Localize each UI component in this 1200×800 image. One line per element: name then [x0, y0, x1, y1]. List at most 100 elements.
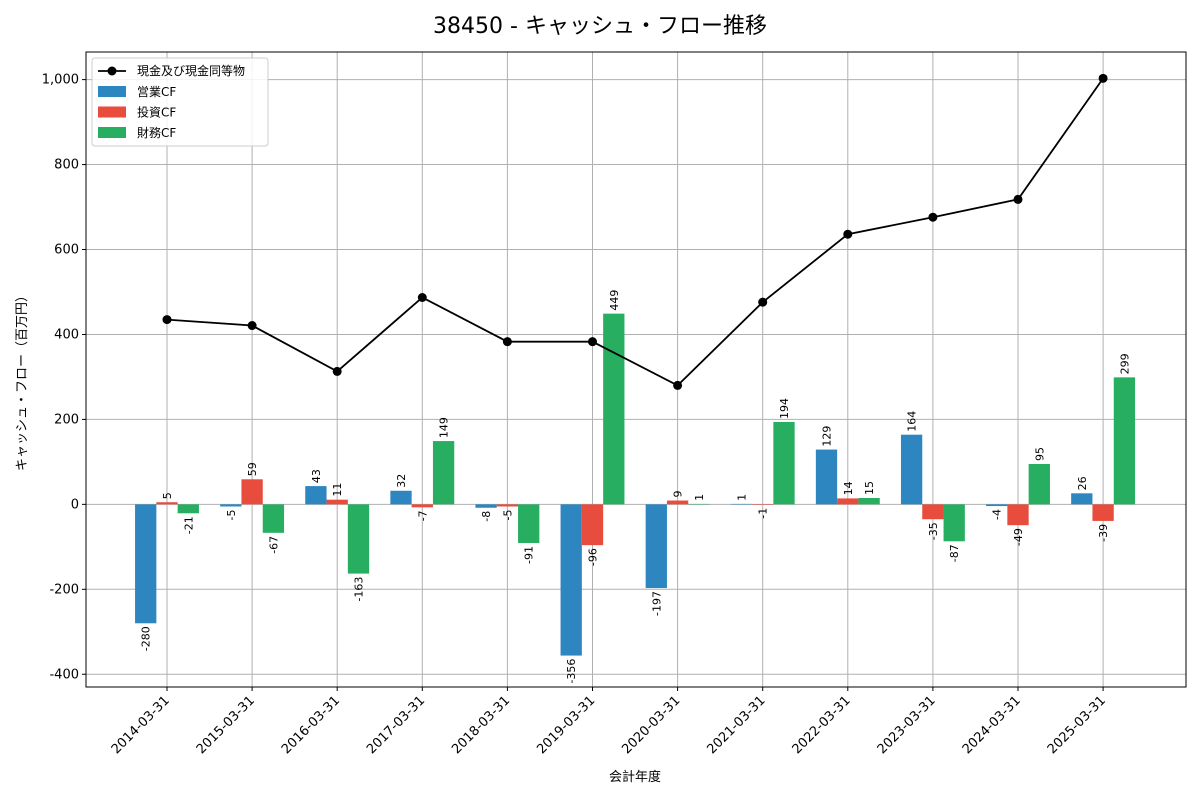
bar-営業CF: [475, 504, 497, 508]
bar-営業CF: [220, 504, 242, 507]
bar-財務CF: [688, 503, 710, 505]
x-tick-label: 2020-03-31: [619, 693, 683, 757]
cash-line-point: [332, 366, 342, 376]
bar-営業CF: [390, 490, 412, 505]
x-axis-label: 会計年度: [609, 769, 661, 785]
y-tick-label: 800: [54, 158, 79, 173]
y-tick-label: 600: [54, 243, 79, 258]
bar-label: 1: [693, 494, 706, 501]
bar-label: -4: [991, 509, 1004, 520]
bar-label: 59: [246, 462, 259, 476]
bar-label: -35: [927, 522, 940, 540]
bar-営業CF: [560, 504, 582, 656]
x-tick-label: 2019-03-31: [534, 693, 598, 757]
bar-財務CF: [773, 421, 795, 505]
x-tick-label: 2024-03-31: [960, 693, 1024, 757]
bar-label: -96: [587, 548, 600, 566]
cash-line-point: [247, 321, 257, 331]
grid: [86, 52, 1186, 687]
bar-label: 194: [778, 398, 791, 419]
legend-swatch-営業CF: [98, 86, 126, 97]
legend-box: [91, 57, 269, 147]
bar-営業CF: [815, 449, 838, 505]
bar-label: -87: [948, 544, 961, 562]
chart-title: 38450 - キャッシュ・フロー推移: [433, 14, 767, 39]
cash-line-point: [1098, 73, 1108, 83]
bar-投資CF: [752, 504, 774, 505]
bar-投資CF: [326, 499, 348, 505]
bar-label: -7: [416, 510, 429, 521]
bar-営業CF: [900, 434, 923, 505]
bar-営業CF: [305, 486, 327, 505]
bar-営業CF: [645, 504, 667, 589]
bar-label: 11: [331, 483, 344, 497]
x-tick-label: 2023-03-31: [875, 693, 939, 757]
bars: [135, 313, 1136, 656]
y-tick-label: -400: [49, 667, 79, 682]
bar-label: 299: [1118, 353, 1131, 374]
bar-財務CF: [518, 504, 540, 544]
plot-frame: [85, 51, 1187, 688]
cash-line-point: [502, 337, 512, 347]
y-tick-label: 400: [54, 327, 79, 342]
x-tick-label: 2025-03-31: [1045, 693, 1109, 757]
x-tick-label: 2022-03-31: [790, 693, 854, 757]
bar-財務CF: [347, 504, 370, 574]
bar-label: 43: [310, 469, 323, 483]
bar-label: 26: [1076, 476, 1089, 490]
bar-投資CF: [156, 502, 178, 505]
bar-投資CF: [581, 504, 604, 546]
bar-営業CF: [986, 504, 1008, 507]
bar-label: 1: [735, 494, 748, 501]
cash-line-point: [588, 337, 597, 347]
bar-label: -356: [565, 659, 578, 684]
x-tick-label: 2015-03-31: [194, 693, 258, 757]
x-tick-label: 2014-03-31: [109, 693, 173, 757]
bar-label: 14: [842, 481, 855, 495]
bar-営業CF: [1071, 493, 1093, 505]
bar-投資CF: [922, 504, 944, 520]
y-tick-label: 1,000: [42, 73, 79, 88]
cash-line-point: [758, 297, 768, 307]
bar-財務CF: [1028, 464, 1050, 505]
bar-labels: -280 -5 43 32 -8 -356 -197 1 129 164 -4 26 5 59 11 -7 -5…: [140, 290, 1132, 684]
bar-財務CF: [432, 441, 455, 505]
bar-財務CF: [177, 504, 199, 514]
cash-line-path: [166, 77, 1104, 387]
bar-label: 9: [672, 491, 685, 498]
x-tick-label: 2017-03-31: [364, 693, 428, 757]
bar-label: -67: [267, 536, 280, 554]
legend-label: 営業CF: [137, 85, 176, 99]
bar-営業CF: [730, 503, 753, 505]
bar-label: -21: [182, 516, 195, 534]
bar-label: 32: [395, 474, 408, 488]
cash-line-point: [162, 315, 172, 325]
bar-label: 5: [161, 492, 174, 499]
bar-label: -8: [480, 511, 493, 522]
bar-label: 15: [863, 481, 876, 495]
y-tick-label: 200: [54, 412, 79, 427]
x-tick-label: 2021-03-31: [704, 693, 768, 757]
cash-line: [162, 73, 1108, 390]
bar-財務CF: [943, 504, 965, 542]
bar-投資CF: [411, 504, 433, 508]
cash-line-point: [673, 380, 683, 390]
bar-投資CF: [1092, 504, 1114, 521]
cash-line-point: [1013, 194, 1023, 204]
bar-label: -163: [353, 577, 366, 602]
bar-label: -1: [757, 508, 770, 519]
bar-投資CF: [496, 504, 519, 507]
bar-label: 129: [821, 426, 834, 447]
bar-label: 149: [438, 417, 451, 438]
legend-label: 財務CF: [137, 125, 176, 140]
cash-line-point: [843, 229, 853, 239]
bar-label: 164: [906, 411, 919, 432]
legend-line-marker: [107, 66, 117, 76]
bar-label: -5: [501, 509, 514, 520]
bar-label: -91: [523, 546, 536, 564]
legend-swatch-財務CF: [98, 127, 126, 138]
x-tick-label: 2016-03-31: [279, 693, 343, 757]
bar-財務CF: [1113, 377, 1136, 505]
